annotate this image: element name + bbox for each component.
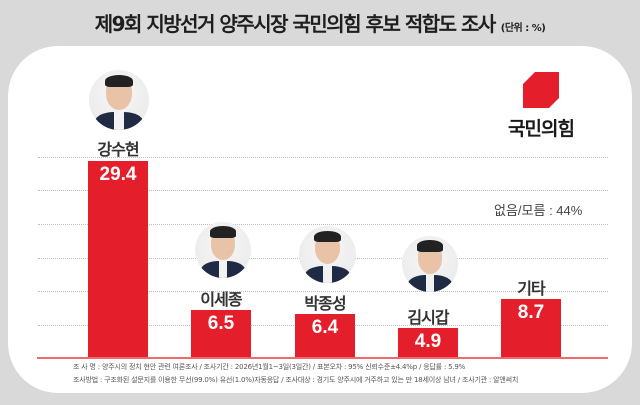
- bar-value-1: 29.4: [99, 164, 137, 185]
- bar-4: 4.9: [398, 328, 458, 358]
- bar-1: 29.4: [88, 161, 148, 358]
- candidate-photo-2: [195, 222, 251, 278]
- candidate-name-1: 강수현: [97, 140, 139, 159]
- candidate-photo-3: [299, 226, 356, 283]
- grid-line: [38, 224, 608, 225]
- survey-info-line-1: 조 사 명 : 양주시의 정치 현안 관련 여론조사 / 조사기간 : 2026…: [73, 363, 466, 371]
- chart-title-text: 제9회 지방선거 양주시장 국민의힘 후보 적합도 조사: [94, 12, 497, 36]
- bar-value-2: 6.5: [207, 313, 235, 334]
- candidate-name-5: 기타: [517, 279, 545, 298]
- bar-3: 6.4: [295, 314, 355, 358]
- unit-label: (단위 : %): [500, 23, 546, 34]
- bar-2: 6.5: [191, 310, 251, 358]
- chart-baseline: [37, 357, 608, 359]
- candidate-name-2: 이세종: [200, 290, 242, 309]
- candidate-photo-4: [402, 236, 458, 292]
- bar-value-4: 4.9: [414, 331, 442, 352]
- no-response-annotation: 없음/모름 : 44%: [494, 203, 583, 218]
- party-logo-icon: [523, 72, 559, 108]
- bar-value-3: 6.4: [311, 317, 339, 338]
- bar-5: 8.7: [501, 299, 561, 358]
- candidate-name-4: 김시갑: [407, 308, 449, 327]
- chart-title: 제9회 지방선거 양주시장 국민의힘 후보 적합도 조사 (단위 : %): [0, 8, 640, 37]
- grid-line: [38, 190, 608, 191]
- candidate-name-3: 박종성: [304, 294, 346, 313]
- survey-info-line-2: 조사방법 : 구조화된 설문지를 이용한 무선(99.0%) 유선(1.0%)자…: [73, 376, 519, 384]
- grid-line: [38, 157, 608, 158]
- grid-line: [38, 291, 608, 292]
- bar-value-5: 8.7: [517, 302, 545, 323]
- party-name: 국민의힘: [508, 118, 575, 140]
- candidate-photo-1: [89, 70, 149, 130]
